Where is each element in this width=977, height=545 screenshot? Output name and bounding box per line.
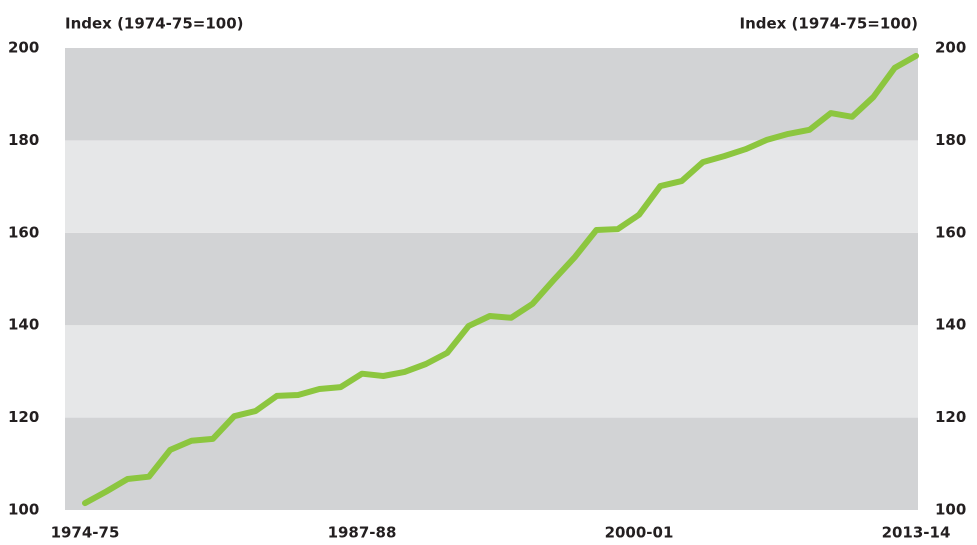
y2-tick-label: 140 bbox=[935, 316, 966, 334]
x-tick-label: 1974-75 bbox=[51, 524, 120, 542]
grid-band bbox=[65, 417, 918, 510]
y2-tick-label: 160 bbox=[935, 223, 966, 241]
y2-tick-label: 100 bbox=[935, 501, 966, 519]
y2-axis-label: Index (1974-75=100) bbox=[739, 15, 918, 33]
y2-tick-label: 180 bbox=[935, 131, 966, 149]
grid-band bbox=[65, 140, 918, 233]
x-tick-label: 1987-88 bbox=[328, 524, 397, 542]
grid-band bbox=[65, 48, 918, 141]
y2-tick-label: 200 bbox=[935, 39, 966, 57]
y-tick-label: 120 bbox=[8, 408, 39, 426]
y-tick-label: 160 bbox=[8, 223, 39, 241]
y-tick-label: 100 bbox=[8, 501, 39, 519]
y-tick-label: 140 bbox=[8, 316, 39, 334]
grid-band bbox=[65, 232, 918, 326]
y-tick-label: 200 bbox=[8, 39, 39, 57]
y2-tick-label: 120 bbox=[935, 408, 966, 426]
y-axis-label: Index (1974-75=100) bbox=[65, 15, 244, 33]
grid-band bbox=[65, 325, 918, 418]
x-tick-label: 2013-14 bbox=[882, 524, 951, 542]
x-tick-label: 2000-01 bbox=[605, 524, 674, 542]
line-series bbox=[82, 52, 919, 507]
y-tick-label: 180 bbox=[8, 131, 39, 149]
